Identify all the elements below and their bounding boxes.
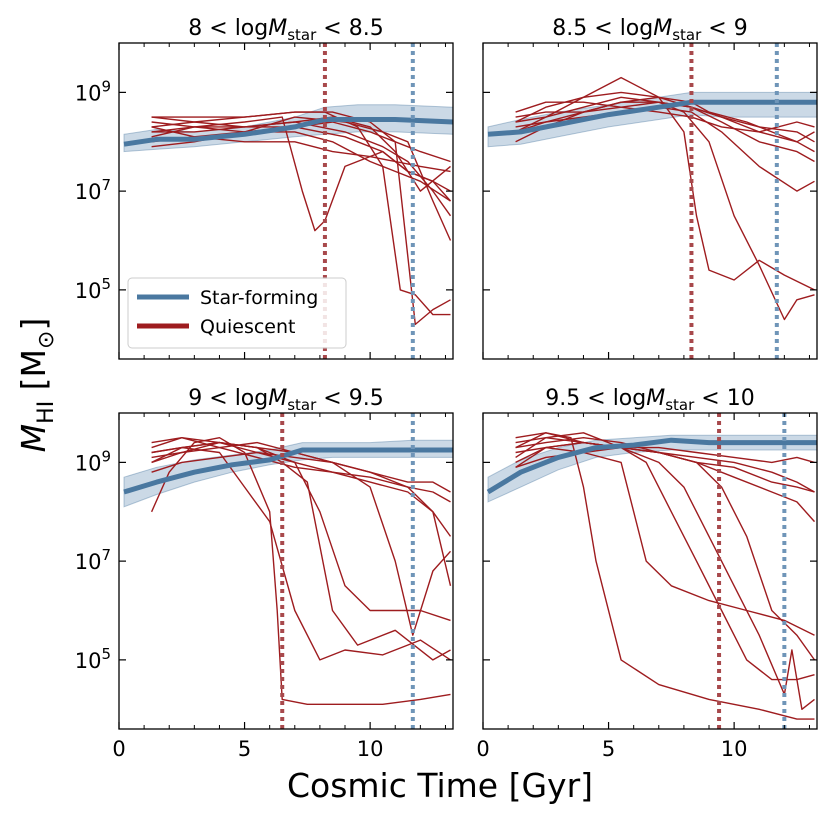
legend-label-quiescent: Quiescent [200, 316, 296, 338]
quiescent-track [151, 121, 451, 202]
starforming-band [487, 91, 817, 148]
quiescent-track [151, 111, 451, 316]
x-tick-label: 0 [476, 737, 489, 761]
panel-frame [118, 412, 454, 730]
legend: Star-forming Quiescent [127, 277, 347, 349]
quiescent-track [515, 101, 815, 321]
y-axis-label: MHI [M⊙] [14, 318, 59, 453]
quiescent-track [151, 451, 451, 503]
starforming-median-line [123, 447, 453, 495]
panel-title: 8 < logMstar < 8.5 [188, 16, 383, 44]
quiescent-track [151, 441, 452, 537]
quiescent-track [515, 432, 815, 681]
panel-3: 0 5 10 105 107 109 9 < logMstar < 9.5 [75, 386, 454, 761]
plot-area [486, 413, 817, 729]
quiescent-track [151, 446, 451, 661]
y-tick-label: 105 [75, 275, 111, 303]
y-tick-label: 107 [75, 176, 111, 204]
starforming-median-line [487, 99, 817, 137]
panel-frame [482, 42, 818, 360]
quiescent-track [515, 446, 815, 636]
quiescent-track [515, 441, 815, 710]
quiescent-track [515, 432, 815, 720]
panel-frame [482, 412, 818, 730]
quiescent-track [151, 116, 452, 202]
y-tick-label: 109 [75, 77, 111, 105]
panel-4: 0 5 10 9.5 < logMstar < 10 [476, 386, 818, 761]
quiescent-track [151, 121, 452, 217]
quiescent-track [515, 101, 815, 153]
x-tick-label: 10 [357, 737, 384, 761]
quiescent-track [150, 437, 451, 705]
quiescent-track [151, 437, 451, 622]
panel-title: 9.5 < logMstar < 10 [545, 386, 754, 414]
plot-area [487, 43, 817, 359]
panel-title: 9 < logMstar < 9.5 [188, 386, 383, 414]
starforming-band [487, 434, 817, 503]
x-tick-label: 5 [238, 737, 251, 761]
y-tick-label: 107 [75, 546, 111, 574]
x-tick-label: 5 [602, 737, 615, 761]
y-tick-label: 109 [75, 447, 111, 475]
quiescent-track [515, 106, 815, 192]
starforming-median-line [486, 437, 817, 495]
x-axis-label: Cosmic Time [Gyr] [287, 766, 593, 805]
panel-2: 8.5 < logMstar < 9 [482, 16, 818, 360]
plot-area [123, 43, 453, 359]
starforming-median-line [123, 117, 453, 147]
y-tick-label: 105 [75, 645, 111, 673]
plot-area [123, 413, 453, 729]
x-tick-label: 10 [721, 737, 748, 761]
panel-title: 8.5 < logMstar < 9 [552, 16, 747, 44]
panel-1: 105 107 109 8 < logMstar < 8.5 [75, 16, 454, 360]
x-tick-label: 0 [112, 737, 125, 761]
panel-frame [118, 42, 454, 360]
quiescent-track [151, 437, 452, 586]
legend-label-starforming: Star-forming [200, 287, 318, 309]
